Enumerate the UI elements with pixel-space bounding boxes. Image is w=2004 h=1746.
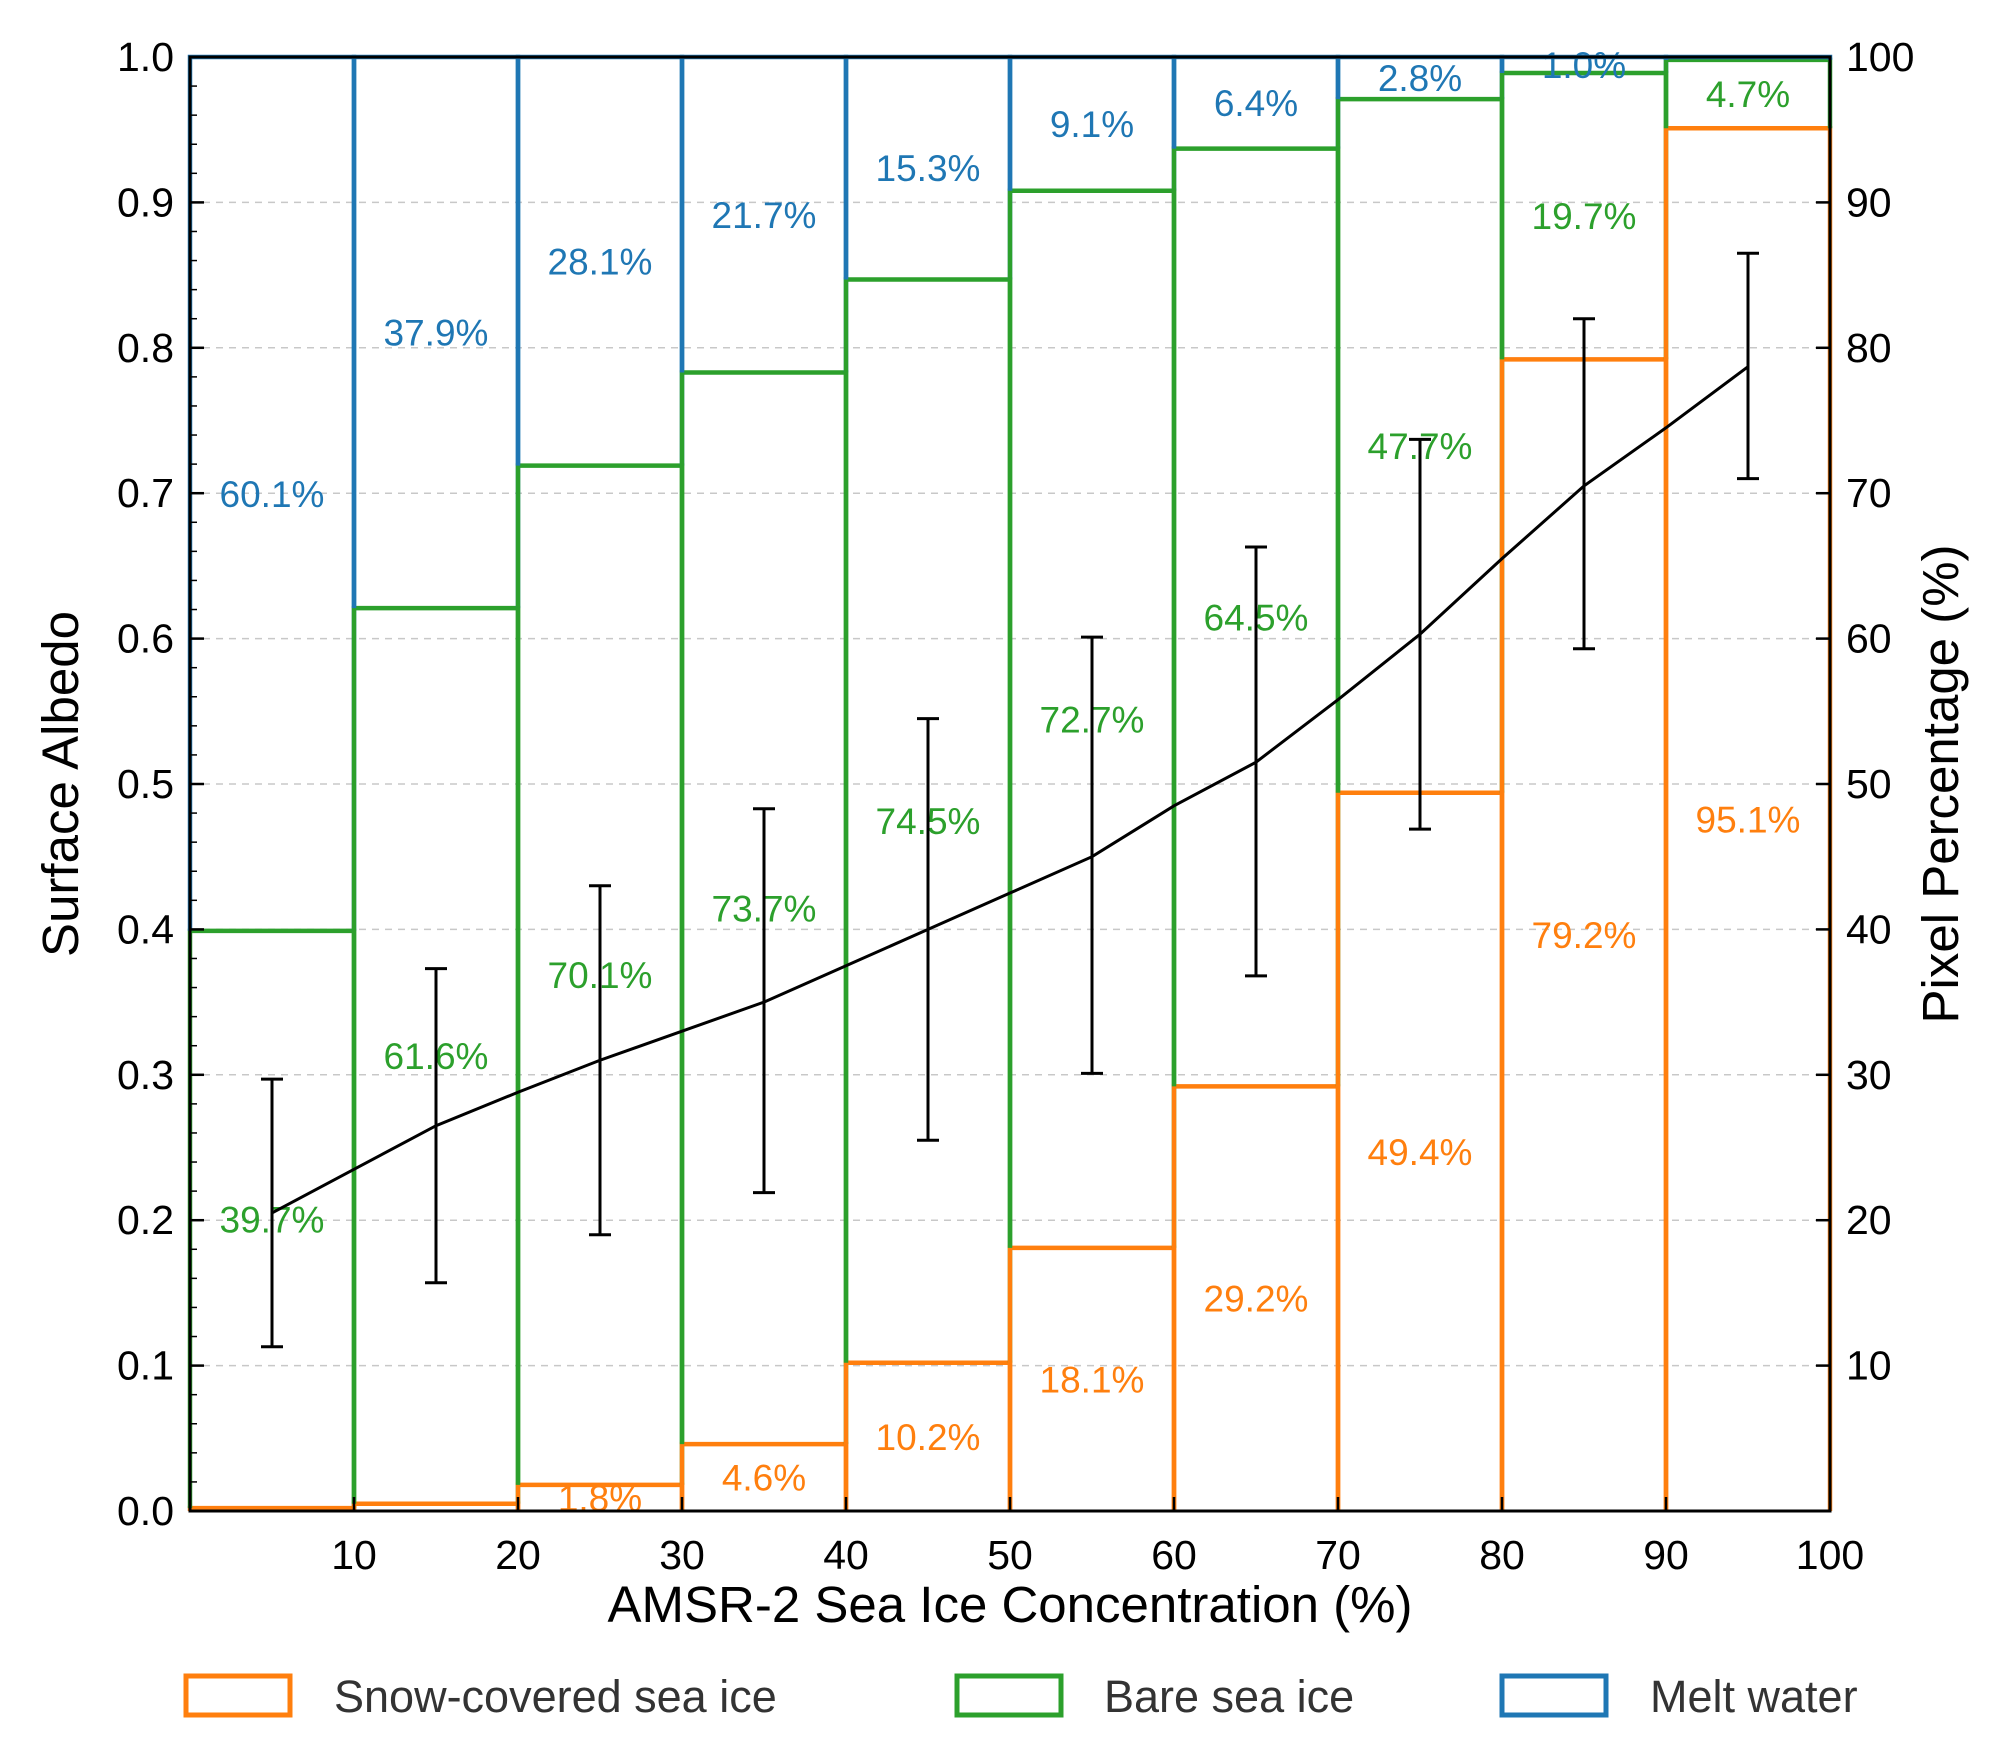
- y-tick-label: 0.7: [117, 470, 174, 516]
- y2-tick-label: 90: [1846, 179, 1892, 225]
- legend-swatch-snow: [183, 1673, 293, 1718]
- axis-ticks: [190, 55, 1832, 1513]
- legend-swatch-melt: [1499, 1673, 1609, 1718]
- bar-label: 4.7%: [1706, 74, 1790, 115]
- bar-label: 21.7%: [712, 195, 817, 236]
- bar-label: 29.2%: [1204, 1279, 1309, 1320]
- bar-label: 19.7%: [1532, 196, 1637, 237]
- bar-label: 37.9%: [384, 313, 489, 354]
- y2-tick-label: 20: [1846, 1197, 1892, 1243]
- y2-tick-label: 60: [1846, 616, 1892, 662]
- bar-label: 60.1%: [220, 474, 325, 515]
- y-tick-label: 0.5: [117, 761, 174, 807]
- bar-label: 49.4%: [1368, 1132, 1473, 1173]
- y2-tick-label: 70: [1846, 470, 1892, 516]
- x-tick-label: 90: [1643, 1532, 1689, 1578]
- x-tick-label: 10: [331, 1532, 377, 1578]
- y2-axis-title: Pixel Percentage (%): [1912, 544, 1969, 1023]
- y2-tick-label: 50: [1846, 761, 1892, 807]
- albedo-line: [271, 365, 1749, 1215]
- y-tick-label: 0.9: [117, 179, 174, 225]
- bar-label: 6.4%: [1214, 83, 1298, 124]
- bar-label: 95.1%: [1696, 800, 1801, 841]
- y-tick-label: 0.4: [117, 906, 174, 952]
- bar-label: 4.6%: [722, 1458, 806, 1499]
- y-tick-label: 0.6: [117, 616, 174, 662]
- bar-label: 18.1%: [1040, 1359, 1145, 1400]
- bar-label: 1.0%: [1542, 45, 1626, 86]
- x-tick-label: 60: [1151, 1532, 1197, 1578]
- error-bars: [261, 251, 1759, 1349]
- bar-label: 10.2%: [876, 1417, 981, 1458]
- x-tick-label: 30: [659, 1532, 705, 1578]
- y-tick-label: 0.2: [117, 1197, 174, 1243]
- y2-tick-label: 100: [1846, 34, 1914, 80]
- y2-tick-label: 40: [1846, 906, 1892, 952]
- y-tick-label: 0.0: [117, 1488, 174, 1534]
- bar-label: 28.1%: [548, 241, 653, 282]
- bar-label: 1.8%: [558, 1478, 642, 1519]
- y-tick-label: 0.8: [117, 325, 174, 371]
- y2-tick-label: 10: [1846, 1343, 1892, 1389]
- y2-tick-labels: 10 20 30 40 50 60 70 80 90 100: [1846, 34, 1914, 1389]
- y2-tick-label: 30: [1846, 1052, 1892, 1098]
- x-tick-label: 70: [1315, 1532, 1361, 1578]
- y2-tick-label: 80: [1846, 325, 1892, 371]
- x-tick-label: 100: [1796, 1532, 1864, 1578]
- albedo-line-layer: [271, 365, 1749, 1215]
- x-tick-label: 50: [987, 1532, 1033, 1578]
- legend-swatch-bare: [954, 1673, 1064, 1718]
- legend-label-melt: Melt water: [1650, 1671, 1858, 1722]
- x-tick-label: 20: [495, 1532, 541, 1578]
- y-axis-title: Surface Albedo: [32, 611, 89, 957]
- x-tick-label: 80: [1479, 1532, 1525, 1578]
- y-tick-label: 0.1: [117, 1343, 174, 1389]
- legend-label-bare: Bare sea ice: [1104, 1671, 1354, 1722]
- legend: Snow-covered sea ice Bare sea ice Melt w…: [183, 1671, 1858, 1722]
- bar-label: 79.2%: [1532, 915, 1637, 956]
- x-axis-title: AMSR-2 Sea Ice Concentration (%): [608, 1576, 1413, 1633]
- legend-label-snow: Snow-covered sea ice: [334, 1671, 777, 1722]
- bar-label: 9.1%: [1050, 104, 1134, 145]
- bar-label: 2.8%: [1378, 58, 1462, 99]
- bar-label: 15.3%: [876, 148, 981, 189]
- y-tick-labels: 0.0 0.1 0.2 0.3 0.4 0.5 0.6 0.7 0.8 0.9 1.0: [117, 34, 174, 1534]
- y-tick-label: 0.3: [117, 1052, 174, 1098]
- y-tick-label: 1.0: [117, 34, 174, 80]
- x-tick-labels: 10 20 30 40 50 60 70 80 90 100: [331, 1532, 1864, 1578]
- x-tick-label: 40: [823, 1532, 869, 1578]
